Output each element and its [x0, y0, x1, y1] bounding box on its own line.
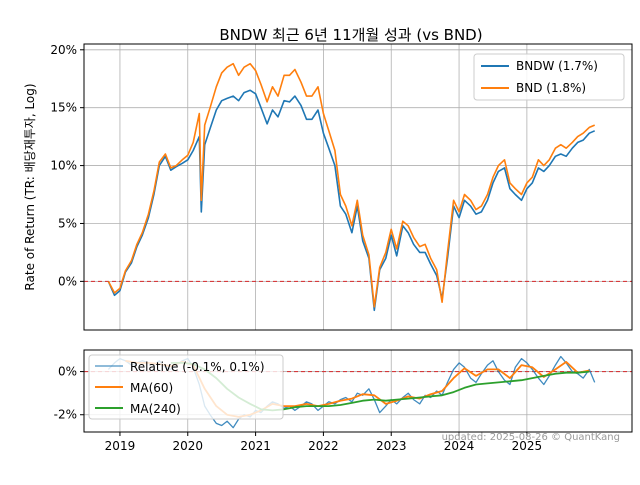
bottom-x-ticks: 2019 2020 2021 2022 2023 2024 2025: [105, 432, 542, 453]
top-y-tick-label: 0%: [58, 274, 77, 288]
bottom-x-tick-label: 2022: [308, 439, 339, 453]
y-axis-label: Rate of Return (TR: 배당재투자, Log): [23, 83, 37, 290]
legend-label-bnd: BND (1.8%): [516, 81, 586, 95]
legend-label-ma60: MA(60): [130, 381, 173, 395]
top-legend: BNDW (1.7%) BND (1.8%): [473, 53, 625, 101]
footer-credit: updated: 2025-08-26 © QuantKang: [442, 432, 620, 443]
bottom-legend: Relative (-0.1%, 0.1%) MA(60) MA(240): [88, 354, 284, 420]
bottom-x-tick-label: 2020: [172, 439, 203, 453]
top-series-group: [107, 62, 596, 312]
bottom-x-tick-label: 2021: [240, 439, 271, 453]
bottom-plot-frame: [83, 349, 633, 433]
top-legend-box: [473, 53, 625, 101]
top-y-tick-label: 15%: [50, 101, 77, 115]
top-y-tick-label: 20%: [50, 43, 77, 57]
legend-label-bndw: BNDW (1.7%): [516, 59, 598, 73]
chart-title: BNDW 최근 6년 11개월 성과 (vs BND): [219, 26, 482, 44]
bottom-y-ticks: 0% -2%: [54, 365, 84, 422]
legend-label-relative: Relative (-0.1%, 0.1%): [130, 360, 265, 374]
legend-label-ma240: MA(240): [130, 402, 181, 416]
bnd-line: [107, 62, 596, 308]
top-y-tick-label: 10%: [50, 159, 77, 173]
bottom-legend-box: [88, 354, 284, 420]
bottom-x-tick-label: 2024: [444, 439, 475, 453]
top-y-ticks: 0% 5% 10% 15% 20%: [50, 43, 84, 288]
bottom-y-tick-label: 0%: [58, 365, 77, 379]
top-y-tick-label: 5%: [58, 216, 77, 230]
bottom-x-tick-label: 2025: [512, 439, 543, 453]
top-plot-frame: [83, 43, 633, 331]
bndw-line: [107, 89, 596, 312]
bottom-y-tick-label: -2%: [54, 408, 77, 422]
bottom-x-tick-label: 2023: [376, 439, 407, 453]
bottom-x-tick-label: 2019: [105, 439, 136, 453]
